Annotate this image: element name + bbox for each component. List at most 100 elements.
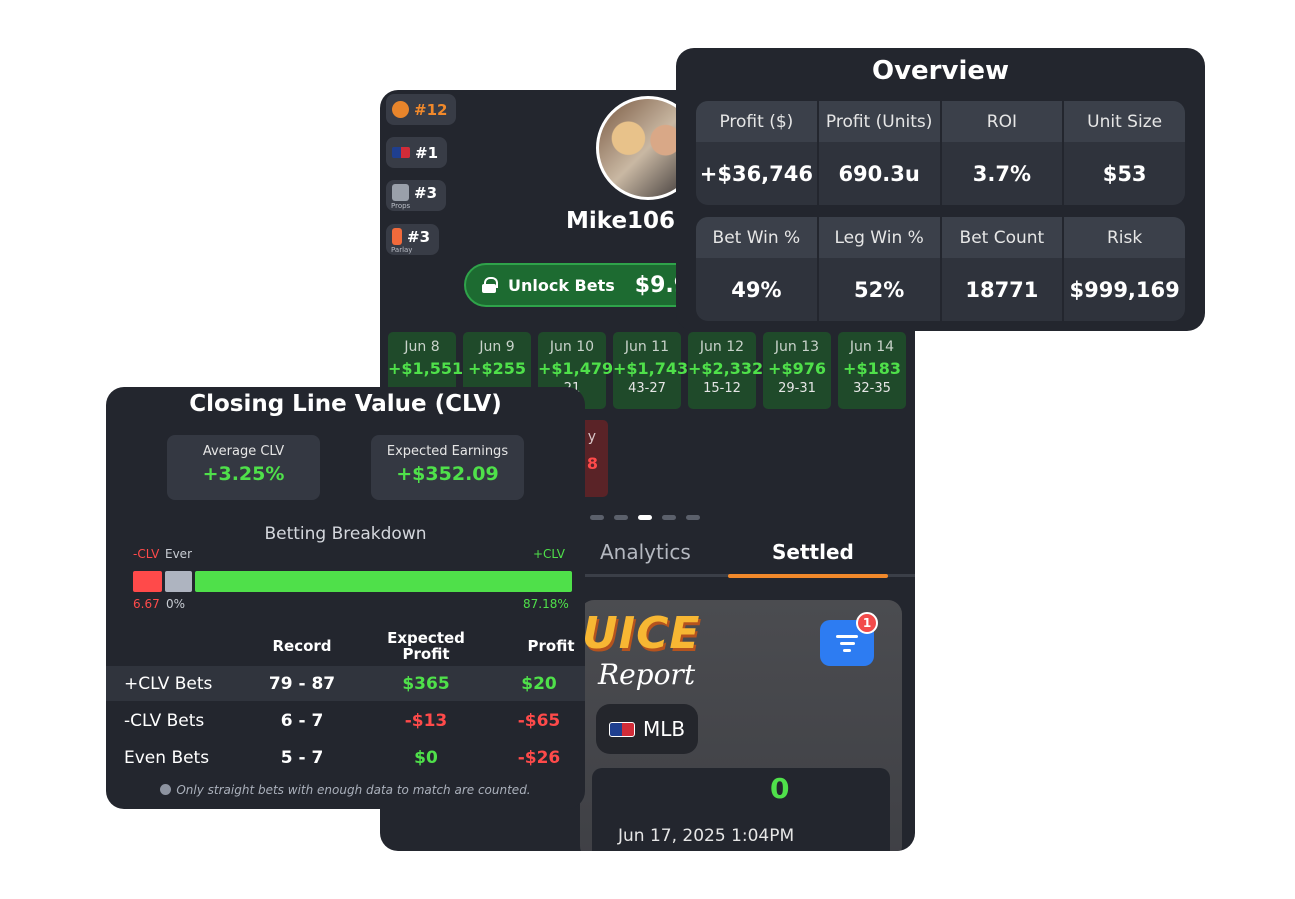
nhl-icon: [392, 184, 409, 201]
day-date: Jun 13: [774, 339, 820, 355]
expected-earnings-value: +$352.09: [396, 463, 499, 485]
globe-icon: [392, 101, 409, 118]
overview-title: Overview: [871, 56, 1010, 86]
stat-value: $999,169: [1069, 277, 1180, 302]
even-clv-pct: 0%: [166, 597, 186, 611]
row-name: -CLV Bets: [124, 710, 205, 731]
parlay-icon: [392, 228, 402, 245]
tab-active-indicator: [728, 574, 888, 578]
carousel-dot[interactable]: [614, 515, 628, 520]
stat-value: 3.7%: [972, 161, 1031, 186]
betting-breakdown-title: Betting Breakdown: [264, 524, 427, 544]
day-profit: +$1,551: [388, 359, 464, 378]
stat-value: +$36,746: [699, 161, 813, 186]
col-header-record: Record: [272, 637, 332, 655]
col-header-profit: Profit: [527, 637, 575, 655]
day-card[interactable]: Jun 14 +$183 32-35: [838, 332, 906, 409]
stat-unit-size: Unit Size $53: [1064, 101, 1185, 205]
unlock-label: Unlock Bets: [508, 275, 615, 295]
stat-value: 18771: [965, 277, 1039, 302]
stat-label: Profit ($): [696, 101, 817, 142]
row-record: 6 - 7: [280, 710, 324, 731]
overview-stats-row-1: Profit ($) +$36,746 Profit (Units) 690.3u …: [696, 101, 1185, 205]
pos-clv-label: +CLV: [533, 547, 566, 561]
bet-date: Jun 17, 2025 1:04PM: [618, 826, 795, 846]
overview-stats-row-2: Bet Win % 49% Leg Win % 52% Bet Count 18771…: [696, 217, 1185, 321]
day-date: Jun 11: [624, 339, 670, 355]
stat-label: Profit (Units): [818, 101, 940, 142]
day-profit: +$183: [843, 359, 901, 378]
stat-leg-win-pct: Leg Win % 52%: [818, 217, 940, 321]
tab-analytics[interactable]: Analytics: [600, 540, 691, 564]
overview-panel: Overview Profit ($) +$36,746 Profit (Unit…: [676, 48, 1205, 331]
stat-value: 52%: [853, 277, 905, 302]
stat-profit-units: Profit (Units) 690.3u: [818, 101, 940, 205]
carousel-dot-active[interactable]: [638, 515, 652, 520]
carousel-dot[interactable]: [590, 515, 604, 520]
mlb-icon: [608, 721, 635, 737]
row-profit: $20: [521, 673, 557, 694]
stat-risk: Risk $999,169: [1064, 217, 1185, 321]
col-header-expected-profit: Expected Profit: [387, 629, 465, 663]
rank-label: #3: [414, 183, 438, 202]
row-record: 79 - 87: [268, 673, 336, 694]
table-row: Even Bets 5 - 7 $0 -$26: [106, 740, 585, 775]
day-card[interactable]: Jun 12 +$2,332 15-12: [688, 332, 764, 409]
clv-footnote: Only straight bets with enough data to m…: [106, 783, 585, 797]
carousel-dot[interactable]: [686, 515, 700, 520]
filter-icon-line: [843, 648, 851, 652]
clv-title: Closing Line Value (CLV): [189, 391, 502, 417]
stat-label: Unit Size: [1064, 101, 1185, 142]
row-record: 5 - 7: [280, 747, 324, 768]
row-expected: $0: [414, 747, 438, 768]
neg-clv-pct: 6.67: [133, 597, 160, 611]
rank-label: #3: [407, 227, 431, 246]
stat-profit-dollars: Profit ($) +$36,746: [696, 101, 817, 205]
row-name: +CLV Bets: [124, 673, 213, 694]
stat-label: Leg Win %: [818, 217, 940, 258]
carousel-dot[interactable]: [662, 515, 676, 520]
report-logo-title: UICE: [582, 608, 701, 659]
rank-badge-parlay[interactable]: #3 Parlay: [386, 224, 440, 255]
rank-badge-overall[interactable]: #12: [386, 94, 457, 125]
day-card[interactable]: Jun 13 +$976 29-31: [763, 332, 831, 409]
tab-settled[interactable]: Settled: [772, 540, 854, 564]
stat-value: $53: [1102, 161, 1147, 186]
clv-panel: Closing Line Value (CLV) Average CLV +3.…: [106, 387, 585, 809]
day-profit: +$1,479: [538, 359, 614, 378]
rank-badge-props[interactable]: #3 Props: [386, 180, 447, 211]
lock-icon: [482, 277, 498, 293]
sport-chip-label: MLB: [642, 717, 686, 741]
bet-card[interactable]: 0 Jun 17, 2025 1:04PM: [592, 768, 890, 851]
stat-bet-count: Bet Count 18771: [941, 217, 1063, 321]
stat-roi: ROI 3.7%: [941, 101, 1063, 205]
average-clv-label: Average CLV: [202, 444, 285, 459]
day-profit: +$255: [468, 359, 526, 378]
neg-clv-label: -CLV: [133, 547, 160, 561]
breakdown-bar-neg: [133, 571, 162, 592]
stat-label: Risk: [1064, 217, 1185, 258]
stat-value: 690.3u: [838, 161, 920, 186]
stat-label: Bet Win %: [696, 217, 817, 258]
day-profit: +$1,743: [613, 359, 689, 378]
rank-badge-mlb[interactable]: #1: [386, 137, 448, 168]
day-profit: 8: [586, 454, 598, 473]
day-record: 32-35: [853, 381, 891, 396]
rank-label: #12: [414, 100, 448, 119]
breakdown-bar-pos: [195, 571, 572, 592]
filter-icon: [836, 634, 858, 638]
username: Mike1069: [566, 208, 692, 234]
rank-sub-label: Props: [391, 202, 411, 210]
pos-clv-pct: 87.18%: [523, 597, 569, 611]
table-row: +CLV Bets 79 - 87 $365 $20: [106, 666, 585, 701]
mlb-icon: [392, 147, 410, 158]
filter-count-badge: 1: [856, 612, 878, 634]
table-row: -CLV Bets 6 - 7 -$13 -$65: [106, 703, 585, 738]
day-date: Jun 8: [404, 339, 440, 355]
stat-label: ROI: [941, 101, 1063, 142]
day-profit: +$2,332: [688, 359, 764, 378]
juice-report-card: UICE Report 1 MLB 0 Jun 17, 2025 1:04PM: [580, 600, 902, 851]
filter-icon-line: [839, 641, 855, 645]
sport-chip-mlb[interactable]: MLB: [596, 704, 698, 754]
day-card[interactable]: Jun 11 +$1,743 43-27: [613, 332, 689, 409]
